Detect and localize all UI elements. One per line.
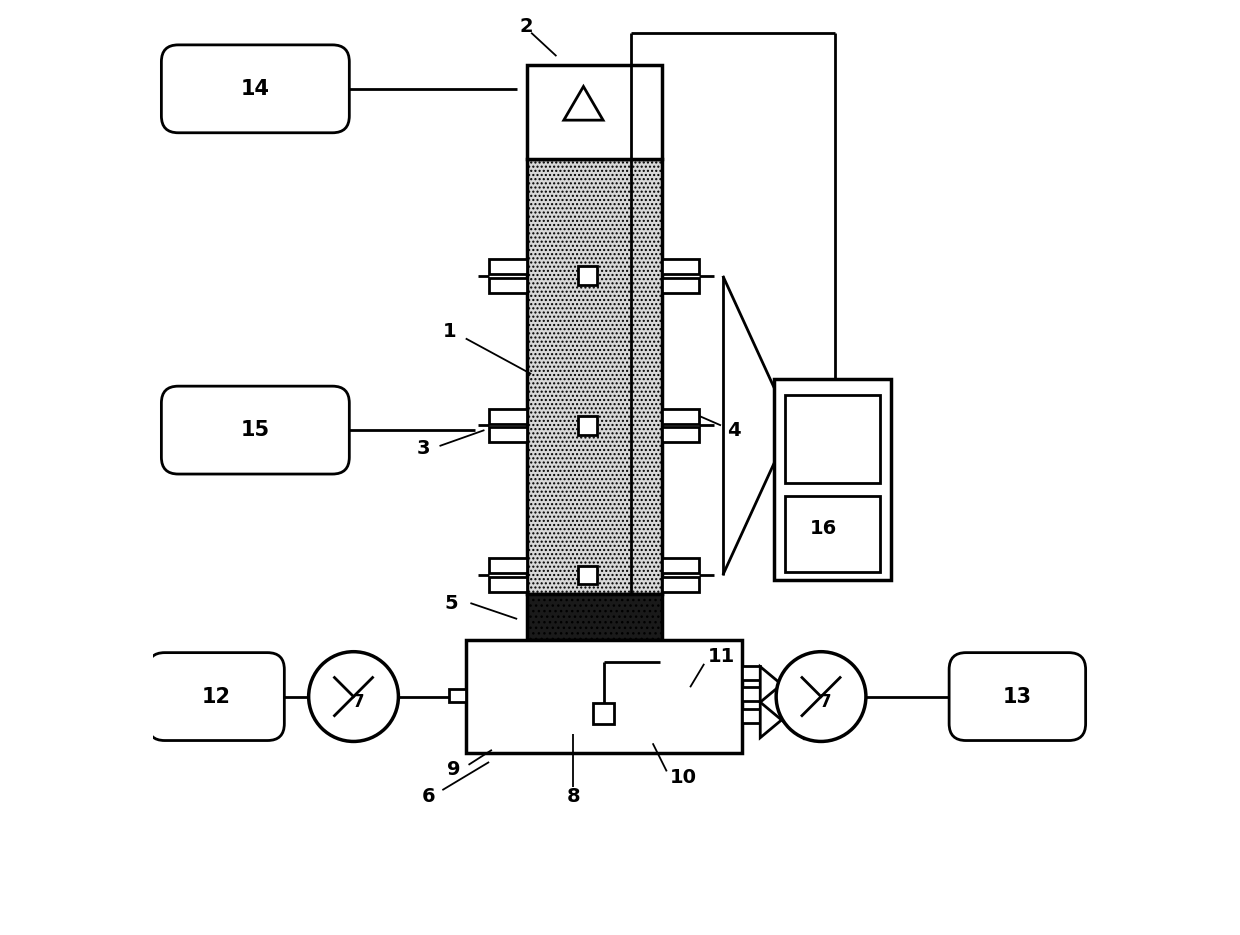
FancyBboxPatch shape (161, 386, 350, 474)
Bar (662, 409, 699, 424)
Text: 14: 14 (241, 79, 270, 99)
Bar (489, 278, 527, 293)
Bar (449, 689, 466, 702)
Bar (527, 594, 662, 640)
Text: 11: 11 (707, 647, 734, 666)
Text: 13: 13 (1003, 686, 1032, 707)
Bar (785, 496, 880, 572)
Bar (662, 558, 699, 573)
Bar (489, 427, 527, 442)
Bar (662, 577, 699, 592)
Bar (578, 266, 596, 285)
Bar (662, 259, 699, 274)
Text: 3: 3 (417, 439, 430, 458)
Text: 16: 16 (810, 519, 837, 538)
Bar (527, 65, 662, 159)
Text: 15: 15 (241, 420, 270, 440)
Text: 9: 9 (446, 760, 460, 779)
Bar (662, 427, 699, 442)
FancyBboxPatch shape (161, 45, 350, 133)
Text: 7: 7 (352, 693, 365, 712)
Bar (489, 577, 527, 592)
Polygon shape (760, 667, 802, 738)
Bar (662, 278, 699, 293)
FancyBboxPatch shape (148, 653, 284, 741)
Text: 7: 7 (820, 693, 832, 712)
Bar (742, 709, 760, 723)
Bar (742, 666, 760, 680)
Bar (527, 159, 662, 594)
Text: 12: 12 (202, 686, 231, 707)
Bar (774, 379, 892, 580)
Circle shape (309, 652, 398, 741)
FancyBboxPatch shape (949, 653, 1086, 741)
Bar (594, 703, 614, 724)
Text: 6: 6 (422, 787, 435, 806)
Bar (578, 416, 596, 435)
Polygon shape (760, 667, 802, 738)
Bar (742, 687, 760, 701)
Text: 8: 8 (567, 787, 580, 806)
Text: 5: 5 (445, 594, 459, 612)
Text: 1: 1 (443, 323, 456, 341)
Bar (466, 640, 742, 753)
Bar (489, 558, 527, 573)
Bar (489, 259, 527, 274)
Bar (489, 409, 527, 424)
Text: 10: 10 (670, 769, 697, 787)
Text: 4: 4 (727, 421, 740, 439)
Bar (578, 566, 596, 584)
Bar (785, 395, 880, 483)
Circle shape (776, 652, 866, 741)
Polygon shape (564, 87, 603, 120)
Text: 2: 2 (520, 17, 533, 36)
